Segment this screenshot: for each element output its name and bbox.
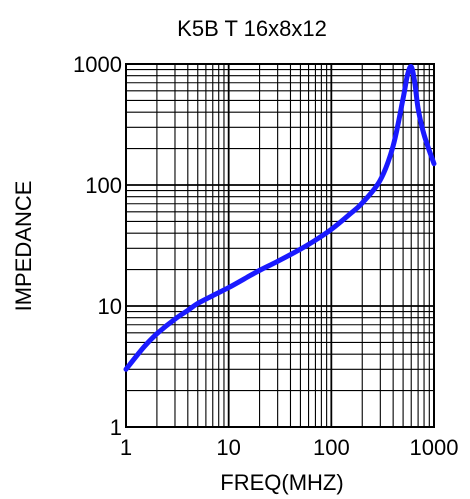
x-axis-label: FREQ(MHZ) [220, 470, 343, 495]
series-line [123, 64, 437, 372]
y-tick-label: 100 [85, 173, 122, 198]
tick-labels: 1 10 100 1000 1 10 100 1000 [73, 52, 458, 460]
x-tick-label: 100 [313, 435, 350, 460]
x-tick-label: 10 [216, 435, 240, 460]
grid [125, 64, 434, 428]
x-tick-label: 1 [120, 435, 132, 460]
chart-title: K5B T 16x8x12 [177, 16, 327, 41]
plot-frame [125, 63, 435, 428]
y-tick-label: 1 [110, 415, 122, 440]
y-tick-label: 10 [98, 294, 122, 319]
y-tick-label: 1000 [73, 52, 122, 77]
x-tick-label: 1000 [410, 435, 459, 460]
y-axis-label: IMPEDANCE [11, 181, 36, 312]
